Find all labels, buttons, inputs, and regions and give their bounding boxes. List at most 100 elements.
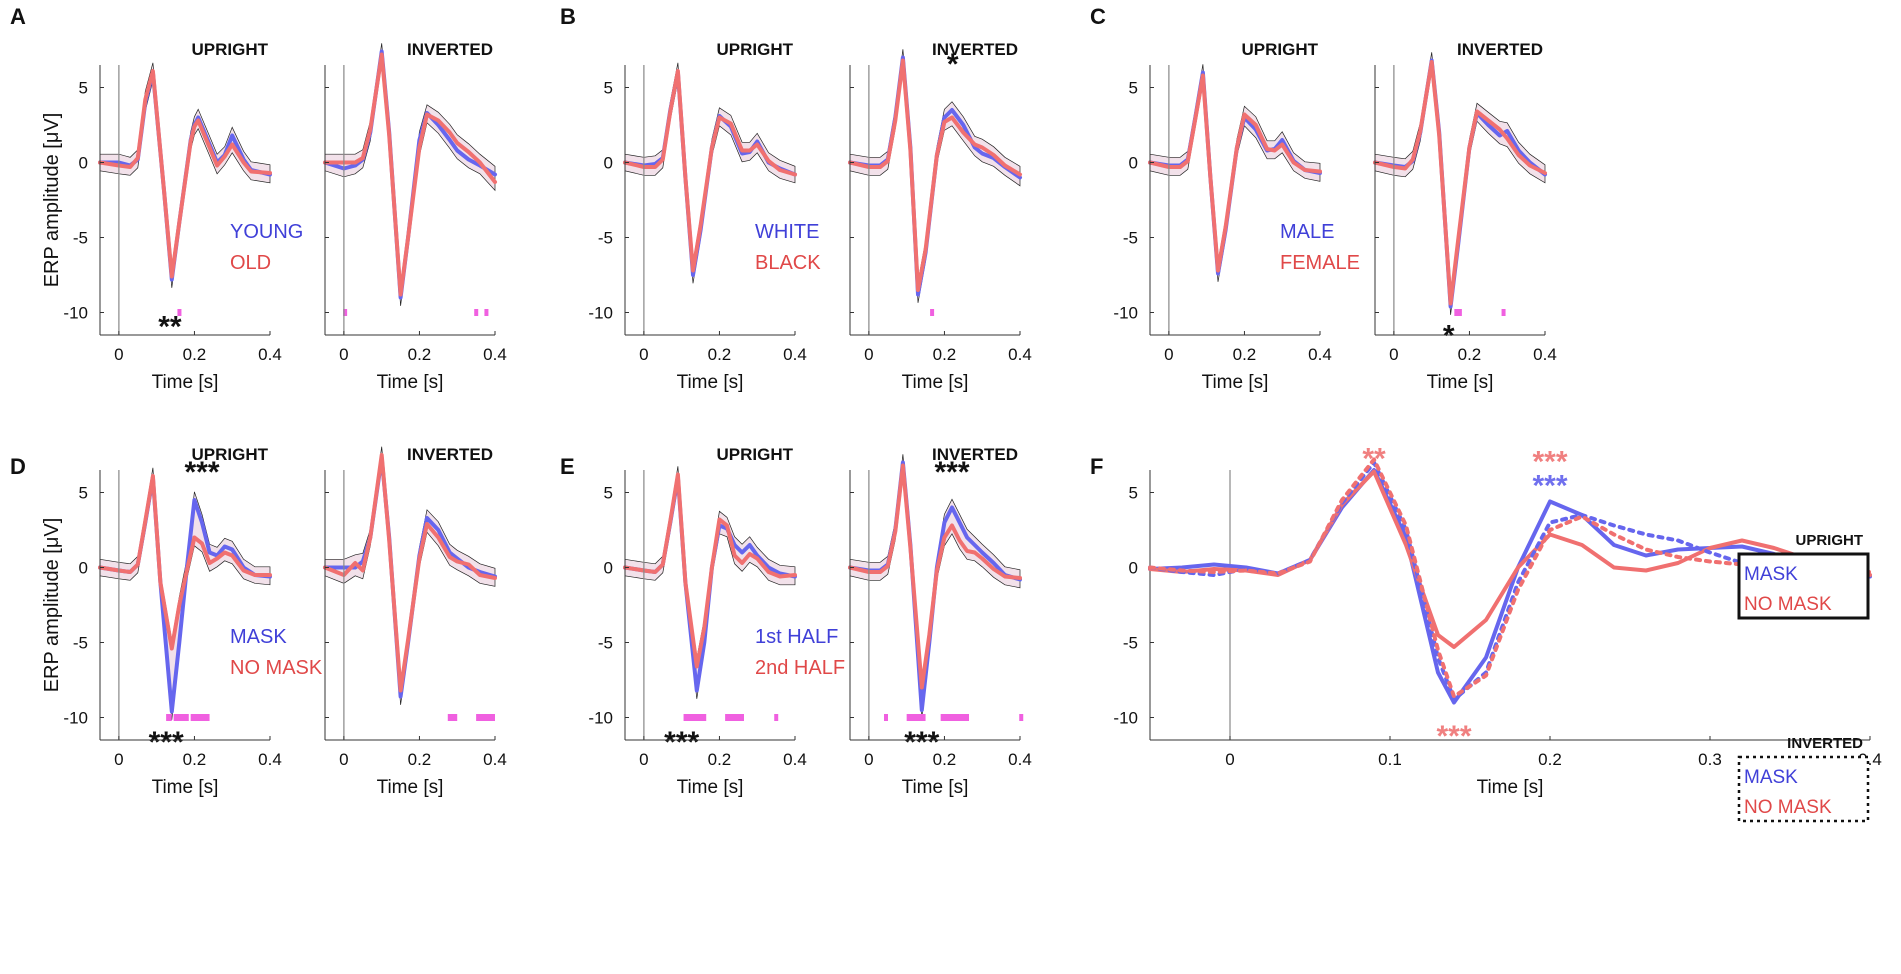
series-line-female [1148,73,1322,273]
legend-entry: MASK [1744,767,1798,788]
x-tick-label: 0.2 [1233,345,1257,364]
y-axis-label: ERP amplitude [μV] [41,518,63,693]
subplot-b-1-axes: 0 0.2 0.4 Time [s] [849,65,1032,393]
significance-stars: *** [1436,720,1471,753]
x-tick-label: 0.4 [258,345,282,364]
series-line-black [848,58,1022,292]
legend-title: UPRIGHT [1796,532,1864,549]
panel-label-e: E [560,454,575,479]
series-line-no-mask [98,474,272,651]
x-tick-label: 0.4 [483,750,507,769]
subplot-a-upright: UPRIGHT ** [98,40,272,344]
subplot-c-1-axes: 0 0.2 0.4 Time [s] [1374,65,1557,393]
x-axis-label: Time [s] [902,777,969,798]
x-tick-label: 0 [1389,345,1398,364]
series-line-black [623,69,797,273]
y-tick-label: 5 [1129,484,1138,503]
significance-bar [683,714,707,721]
significance-stars: *** [184,456,219,489]
significance-bar [476,714,495,721]
subplot-b-inverted: INVERTED* [848,40,1022,316]
x-tick-label: 0 [114,750,123,769]
subplot-f-lines: ** ********* [1148,443,1872,753]
x-axis-label: Time [s] [377,777,444,798]
significance-stars: *** [1532,470,1567,503]
x-tick-label: 0.4 [1008,345,1032,364]
x-tick-label: 0 [1225,750,1234,769]
legend-inverted: INVERTED MASK NO MASK [1737,735,1870,823]
x-tick-label: 0 [639,750,648,769]
confidence-band [324,446,496,705]
significance-bar [474,309,479,316]
y-tick-label: 0 [1129,154,1138,173]
legend-entry: MALE [1280,221,1334,243]
significance-stars: *** [934,456,969,489]
subplot-e-inverted: INVERTED****** [848,445,1024,759]
y-tick-label: -10 [63,709,88,728]
x-tick-label: 0.2 [183,750,207,769]
y-tick-label: -5 [1123,229,1138,248]
series-line-female [1373,60,1547,306]
subplot-title: UPRIGHT [192,40,269,59]
x-tick-label: 0 [864,345,873,364]
significance-bar [173,714,189,721]
confidence-band [1374,52,1546,315]
y-tick-label: 5 [79,484,88,503]
legend-entry: WHITE [755,221,819,243]
y-tick-label: -10 [1113,304,1138,323]
y-tick-label: -5 [598,229,613,248]
y-tick-label: -10 [63,304,88,323]
subplot-b-upright: UPRIGHT [623,40,797,284]
x-tick-label: 0.2 [1538,750,1562,769]
legend-box [1737,755,1870,823]
significance-bar [447,714,458,721]
subplot-d-inverted: INVERTED [323,445,497,721]
legend-entry: OLD [230,252,271,274]
subplot-title: INVERTED [932,40,1018,59]
x-tick-label: 0.2 [708,345,732,364]
y-tick-label: -10 [588,304,613,323]
panel-label-f: F [1090,454,1103,479]
y-tick-label: -5 [73,634,88,653]
subplot-title: UPRIGHT [717,40,794,59]
panel-label-d: D [10,454,26,479]
significance-bar [906,714,926,721]
x-axis-label: Time [s] [677,777,744,798]
legend-entry: 2nd HALF [755,657,845,679]
x-tick-label: 0 [339,750,348,769]
subplot-e-upright: UPRIGHT *** [623,445,797,759]
significance-stars: *** [1532,446,1567,479]
legend-entry: NO MASK [230,657,323,679]
significance-bar [930,309,935,316]
x-tick-label: 0.2 [183,345,207,364]
x-tick-label: 0.2 [933,345,957,364]
y-tick-label: 5 [1129,79,1138,98]
subplot-c-inverted: INVERTED * [1373,40,1547,353]
y-axis-label: ERP amplitude [μV] [41,113,63,288]
subplot-b-0-axes: 5 0 -5 -10 0 0.2 0.4 Time [s] [588,65,807,393]
x-tick-label: 0.4 [1008,750,1032,769]
subplot-title: UPRIGHT [192,445,269,464]
panel-label-b: B [560,4,576,29]
legend-box [1737,552,1870,620]
significance-bar [1454,309,1462,316]
significance-bar [190,714,210,721]
legend-entry: FEMALE [1280,252,1360,274]
x-tick-label: 0.2 [408,345,432,364]
legend-entry: NO MASK [1744,594,1832,615]
y-tick-label: 0 [604,154,613,173]
x-tick-label: 0 [864,750,873,769]
significance-bar [725,714,744,721]
x-axis-label: Time [s] [1427,372,1494,393]
subplot-d-0-axes: 5 0 -5 -10 0 0.2 0.4 Time [s] [63,470,282,798]
significance-bar [177,309,182,316]
subplot-a-1-axes: 0 0.2 0.4 Time [s] [324,65,507,393]
x-axis-label: Time [s] [1202,372,1269,393]
subplot-title: UPRIGHT [1242,40,1319,59]
x-tick-label: 0.4 [1533,345,1557,364]
y-tick-label: 5 [79,79,88,98]
legend-entry: YOUNG [230,221,303,243]
y-tick-label: -10 [588,709,613,728]
